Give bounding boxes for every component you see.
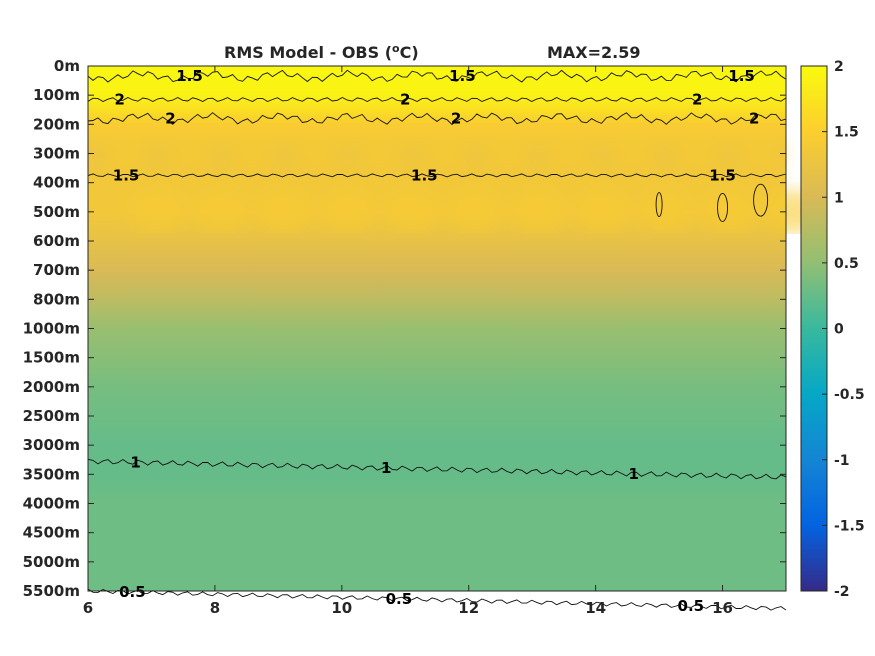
y-tick-label: 1500m [23,349,80,367]
y-tick-label: 100m [33,86,80,104]
contour-label: 1.5 [449,67,476,85]
texture-blotch [357,137,402,170]
plot-area: 1.5 1.5 1.5 2 2 2 2 2 2 1.5 1.5 1.5 1 1 1 0.5 0.5 0.5 [87,65,819,615]
texture-blotch [512,189,565,234]
x-tick-label: 16 [712,599,733,617]
y-tick-label: 0m [54,57,80,75]
colorbar-ticks: 2 1.5 1 0.5 0 -0.5 -1 -1.5 -2 [822,59,865,600]
title-unit-tail: C) [400,43,419,62]
contour-island [717,193,728,222]
colorbar-tick-label: 1.5 [834,125,859,141]
texture-blotch [639,189,692,234]
contour-line [87,112,787,126]
title-max: MAX=2.59 [547,43,641,62]
colorbar: 2 1.5 1 0.5 0 -0.5 -1 -1.5 -2 [800,59,865,600]
contour-label: 0.5 [678,597,705,615]
contour-island [753,183,769,217]
contour-label: 1 [381,459,391,477]
colorbar-tick-label: 0 [834,322,844,338]
y-tick-label: 5000m [23,553,80,571]
colorbar-tick-label: 1 [834,190,844,206]
texture-blotch [385,189,438,234]
title-main: RMS Model - OBS ( [224,43,392,62]
svg-text:RMS Model - OBS (oC): RMS Model - OBS (oC) [224,42,419,62]
contour-line [87,69,787,83]
texture-blotch [702,189,755,234]
colorbar-tick-label: 0.5 [834,256,859,272]
contour-line [87,96,787,103]
contour-label: 1.5 [728,67,755,85]
y-tick-label: 5500m [23,582,80,600]
y-tick-label: 300m [33,145,80,163]
contour-label: 0.5 [119,583,146,601]
contour-label: 1.5 [176,67,203,85]
colorbar-tick-label: 2 [834,59,844,75]
contour-label: 2 [115,91,125,109]
texture-blotch [167,137,212,170]
texture-blotch [294,137,339,170]
texture-blotch [258,189,311,234]
y-tick-label: 500m [33,203,80,221]
contour-line [87,458,787,480]
contour-line [87,173,787,178]
contour-label: 2 [692,91,702,109]
x-tick-label: 12 [458,599,479,617]
chart-title: RMS Model - OBS (oC) MAX=2.59 [224,42,641,62]
y-tick-label: 4500m [23,524,80,542]
x-tick-label: 8 [210,599,220,617]
contour-label: 2 [749,110,759,128]
y-tick-label: 800m [33,290,80,308]
title-unit-sup: o [392,42,400,55]
texture-blotch [131,189,184,234]
contour-label: 0.5 [386,590,413,608]
colorbar-tick-label: -2 [834,584,850,600]
x-tick-label: 14 [585,599,606,617]
y-tick-label: 4000m [23,495,80,513]
texture-blotch [738,137,783,170]
texture-blotch [104,137,149,170]
y-tick-label: 2500m [23,407,80,425]
texture-blotch [449,189,502,234]
y-tick-label: 700m [33,261,80,279]
texture-blotch [322,189,375,234]
x-tick-label: 6 [83,599,93,617]
contour-lines [87,69,787,611]
contour-island [655,192,663,217]
y-tick-label: 1000m [23,320,80,338]
contour-label: 1.5 [411,166,438,184]
texture-blotch [484,137,529,170]
texture-blotch [675,137,720,170]
contour-label: 1.5 [709,166,736,184]
texture-blotch [548,137,593,170]
y-axis: 0m 100m 200m 300m 400m 500m 600m 700m 800m 1000m 1… [23,57,786,600]
y-tick-label: 600m [33,232,80,250]
field-texture [104,137,819,234]
y-tick-label: 3500m [23,465,80,483]
contour-labels: 1.5 1.5 1.5 2 2 2 2 2 2 1.5 1.5 1.5 1 1 1 0.5 0.5 0.5 [113,67,760,615]
y-tick-label: 2000m [23,378,80,396]
colorbar-tick-label: -1 [834,453,850,469]
contour-label: 2 [400,91,410,109]
colorbar-tick-label: -1.5 [834,518,865,534]
texture-blotch [575,189,628,234]
texture-blotch [195,189,248,234]
y-tick-label: 3000m [23,436,80,454]
contour-label: 1.5 [113,166,140,184]
texture-blotch [611,137,656,170]
contour-label: 1 [130,453,140,471]
texture-blotch [230,137,275,170]
x-tick-label: 10 [331,599,352,617]
x-axis: 6 8 10 12 14 16 [83,66,733,617]
colorbar-tick-label: -0.5 [834,387,865,403]
contour-label: 1 [628,465,638,483]
y-tick-label: 200m [33,115,80,133]
contour-line [87,588,787,611]
contour-label: 2 [165,110,175,128]
contour-label: 2 [451,110,461,128]
y-tick-label: 400m [33,174,80,192]
texture-blotch [421,137,466,170]
